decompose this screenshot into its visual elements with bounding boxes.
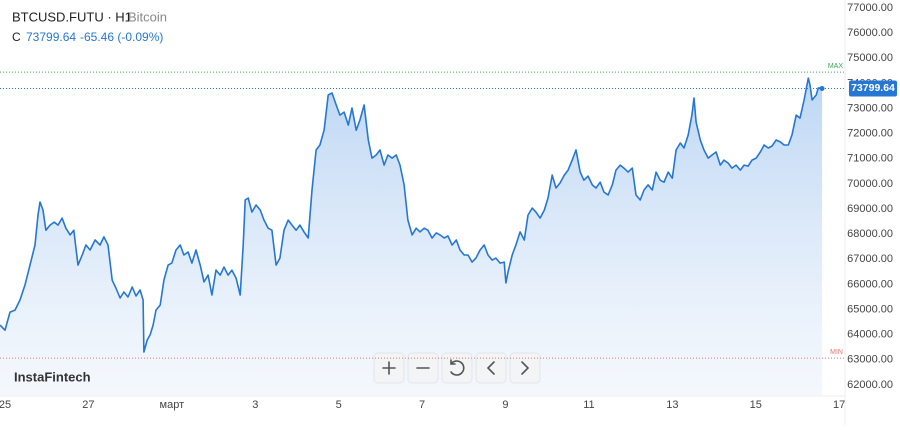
x-tick-label: 11 bbox=[583, 399, 594, 411]
y-tick-label: 75000.00 bbox=[847, 52, 893, 64]
y-tick-label: 70000.00 bbox=[847, 178, 893, 190]
x-tick-label: 13 bbox=[666, 399, 678, 411]
x-tick-label: 17 bbox=[833, 399, 845, 411]
y-tick-label: 65000.00 bbox=[847, 303, 893, 315]
y-tick-label: 76000.00 bbox=[847, 27, 893, 39]
x-tick-label: 25 bbox=[0, 399, 11, 411]
y-tick-label: 71000.00 bbox=[847, 153, 893, 165]
x-tick-label: 5 bbox=[336, 399, 342, 411]
x-tick-label: март bbox=[160, 399, 185, 411]
x-tick-label: 3 bbox=[252, 399, 258, 411]
x-tick-label: 9 bbox=[502, 399, 508, 411]
x-tick-label: 7 bbox=[419, 399, 425, 411]
area-fill bbox=[0, 78, 823, 395]
scroll-right-button[interactable] bbox=[509, 352, 541, 384]
price-prefix: C bbox=[12, 30, 21, 44]
y-tick-label: 64000.00 bbox=[847, 329, 893, 341]
y-tick-label: 68000.00 bbox=[847, 228, 893, 240]
annotation-label: MAX bbox=[828, 63, 844, 70]
last-price: 73799.64 bbox=[26, 30, 76, 44]
chart-title: BTCUSD.FUTU · H1 bbox=[12, 9, 132, 24]
last-price-box bbox=[849, 80, 897, 97]
y-tick-label: 67000.00 bbox=[847, 253, 893, 265]
last-price-label: 73799.64 bbox=[851, 82, 895, 94]
zoom-in-button[interactable] bbox=[373, 352, 405, 384]
toolbar bbox=[373, 352, 541, 384]
x-tick-label: 27 bbox=[82, 399, 94, 411]
annotation-label: MIN bbox=[830, 349, 843, 356]
plot-area bbox=[0, 77, 825, 395]
zoom-out-button[interactable] bbox=[407, 352, 439, 384]
chart-subtitle: Bitcoin bbox=[128, 9, 167, 24]
price-line bbox=[0, 77, 823, 353]
x-tick-label: 15 bbox=[750, 399, 762, 411]
scroll-left-button[interactable] bbox=[475, 352, 507, 384]
y-tick-label: 69000.00 bbox=[847, 203, 893, 215]
reset-button[interactable] bbox=[441, 352, 473, 384]
y-tick-label: 62000.00 bbox=[847, 379, 893, 391]
y-tick-label: 73000.00 bbox=[847, 102, 893, 114]
watermark: InstaFintech bbox=[14, 369, 91, 384]
y-tick-label: 77000.00 bbox=[847, 2, 893, 14]
price-change: -65.46 (-0.09%) bbox=[80, 30, 163, 44]
y-tick-label: 72000.00 bbox=[847, 128, 893, 140]
y-tick-label: 66000.00 bbox=[847, 278, 893, 290]
y-tick-label: 63000.00 bbox=[847, 354, 893, 366]
